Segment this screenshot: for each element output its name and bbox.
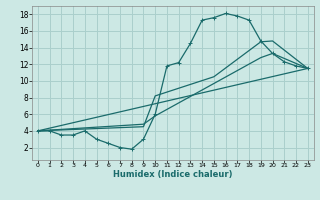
X-axis label: Humidex (Indice chaleur): Humidex (Indice chaleur) <box>113 170 233 179</box>
